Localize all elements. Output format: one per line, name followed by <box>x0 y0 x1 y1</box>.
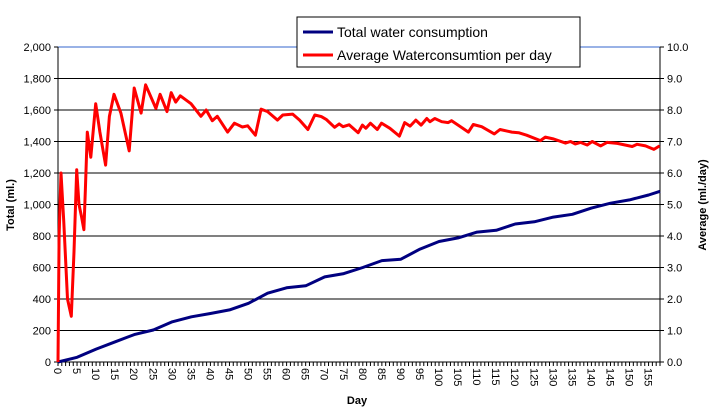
x-tick-label: 35 <box>184 368 196 380</box>
y-left-tick-label: 1,200 <box>23 168 51 180</box>
y-right-tick-label: 8.0 <box>667 105 682 117</box>
x-tick-label: 105 <box>451 368 463 386</box>
axes: 02004006008001,0001,2001,4001,6001,8002,… <box>23 42 688 386</box>
y-left-tick-label: 600 <box>33 263 51 275</box>
y-right-tick-label: 9.0 <box>667 74 682 86</box>
y-left-tick-label: 1,600 <box>23 105 51 117</box>
series-lines <box>56 83 661 364</box>
x-tick-label: 115 <box>489 368 501 386</box>
x-tick-label: 40 <box>203 368 215 380</box>
x-tick-label: 80 <box>356 368 368 380</box>
x-tick-label: 20 <box>127 368 139 380</box>
x-tick-label: 130 <box>546 368 558 386</box>
x-tick-label: 70 <box>318 368 330 380</box>
legend-box <box>296 16 581 68</box>
y-right-axis-title: Average (ml./day) <box>697 159 709 251</box>
legend-label-total: Total water consumption <box>337 24 488 40</box>
y-left-tick-label: 1,800 <box>23 74 51 86</box>
y-right-tick-label: 4.0 <box>667 231 682 243</box>
x-tick-label: 60 <box>280 368 292 380</box>
y-right-tick-label: 6.0 <box>667 168 682 180</box>
average-consumption-line <box>56 83 661 363</box>
x-tick-label: 75 <box>337 368 349 380</box>
x-tick-label: 120 <box>508 368 520 386</box>
total-consumption-line <box>57 189 661 364</box>
y-right-tick-label: 2.0 <box>667 294 682 306</box>
y-right-tick-label: 1.0 <box>667 326 682 338</box>
x-tick-label: 125 <box>527 368 539 386</box>
x-tick-label: 0 <box>51 368 63 374</box>
x-tick-label: 25 <box>146 368 158 380</box>
x-tick-label: 15 <box>108 368 120 380</box>
y-right-tick-label: 10.0 <box>667 42 688 54</box>
y-right-tick-label: 3.0 <box>667 263 682 275</box>
y-right-tick-label: 5.0 <box>667 200 682 212</box>
x-axis-title: Day <box>347 395 368 407</box>
y-left-tick-label: 200 <box>33 326 51 338</box>
legend: Total water consumption Average Watercon… <box>296 16 581 68</box>
y-left-tick-label: 1,400 <box>23 137 51 149</box>
x-tick-label: 110 <box>470 368 482 386</box>
y-right-tick-label: 0.0 <box>667 357 682 369</box>
y-left-tick-label: 0 <box>45 357 51 369</box>
x-tick-label: 155 <box>642 368 654 386</box>
x-tick-label: 140 <box>584 368 596 386</box>
x-tick-label: 55 <box>261 368 273 380</box>
x-tick-label: 45 <box>222 368 234 380</box>
x-tick-label: 50 <box>242 368 254 380</box>
x-tick-label: 85 <box>375 368 387 380</box>
x-tick-label: 145 <box>603 368 615 386</box>
y-left-tick-label: 400 <box>33 294 51 306</box>
y-left-tick-label: 2,000 <box>23 42 51 54</box>
x-tick-label: 90 <box>394 368 406 380</box>
y-left-tick-label: 800 <box>33 231 51 243</box>
x-tick-label: 65 <box>299 368 311 380</box>
y-left-tick-label: 1,000 <box>23 200 51 212</box>
x-tick-label: 95 <box>413 368 425 380</box>
x-tick-label: 100 <box>432 368 444 386</box>
x-tick-label: 135 <box>565 368 577 386</box>
x-tick-label: 10 <box>89 368 101 380</box>
legend-label-average: Average Waterconsumtion per day <box>337 47 552 63</box>
y-right-tick-label: 7.0 <box>667 137 682 149</box>
y-left-axis-title: Total (ml.) <box>5 179 17 231</box>
x-tick-label: 5 <box>70 368 82 374</box>
x-tick-label: 30 <box>165 368 177 380</box>
x-tick-label: 150 <box>623 368 635 386</box>
